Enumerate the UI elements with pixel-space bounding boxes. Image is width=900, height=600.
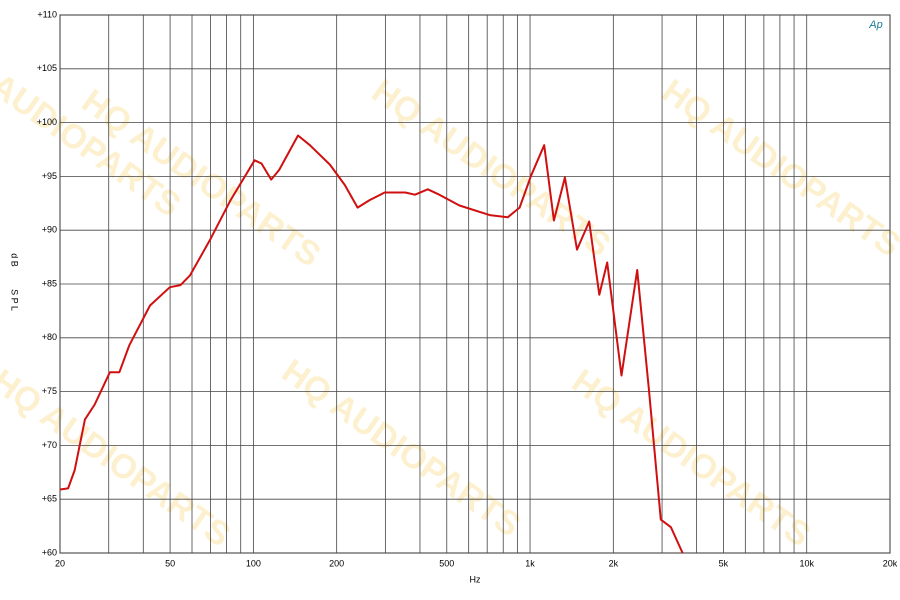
watermark: HQ AUDIOPARTS <box>565 362 817 555</box>
x-tick-label: 20 <box>55 558 65 568</box>
x-tick-label: 2k <box>609 558 619 568</box>
logo: Ap <box>868 19 882 31</box>
x-tick-label: 10k <box>799 558 814 568</box>
y-tick-label: +95 <box>42 171 57 181</box>
y-tick-label: +90 <box>42 225 57 235</box>
y-tick-label: +110 <box>37 9 57 19</box>
y-tick-label: +85 <box>42 278 57 288</box>
x-tick-label: 100 <box>246 558 261 568</box>
x-axis-label: Hz <box>470 574 481 584</box>
y-tick-label: +60 <box>42 547 57 557</box>
watermark: HQ AUDIOPARTS <box>655 72 900 265</box>
watermark: HQ AUDIOPARTS <box>275 352 527 545</box>
y-tick-label: +65 <box>42 494 57 504</box>
watermark: HQ AUDIOPARTS <box>365 72 617 265</box>
y-tick-label: +75 <box>42 386 57 396</box>
x-tick-label: 1k <box>525 558 535 568</box>
y-tick-label: +100 <box>37 117 57 127</box>
y-tick-label: +80 <box>42 332 57 342</box>
x-tick-label: 50 <box>165 558 175 568</box>
response-curve <box>59 134 684 554</box>
x-tick-label: 5k <box>719 558 729 568</box>
watermark: HQ AUDIOPARTS <box>0 362 237 555</box>
x-tick-label: 500 <box>439 558 454 568</box>
y-axis-label: S P L <box>10 289 20 311</box>
y-tick-label: +70 <box>42 440 57 450</box>
x-tick-label: 200 <box>329 558 344 568</box>
y-axis-label: d B <box>10 253 20 267</box>
x-tick-label: 20k <box>883 558 898 568</box>
y-tick-label: +105 <box>37 63 57 73</box>
